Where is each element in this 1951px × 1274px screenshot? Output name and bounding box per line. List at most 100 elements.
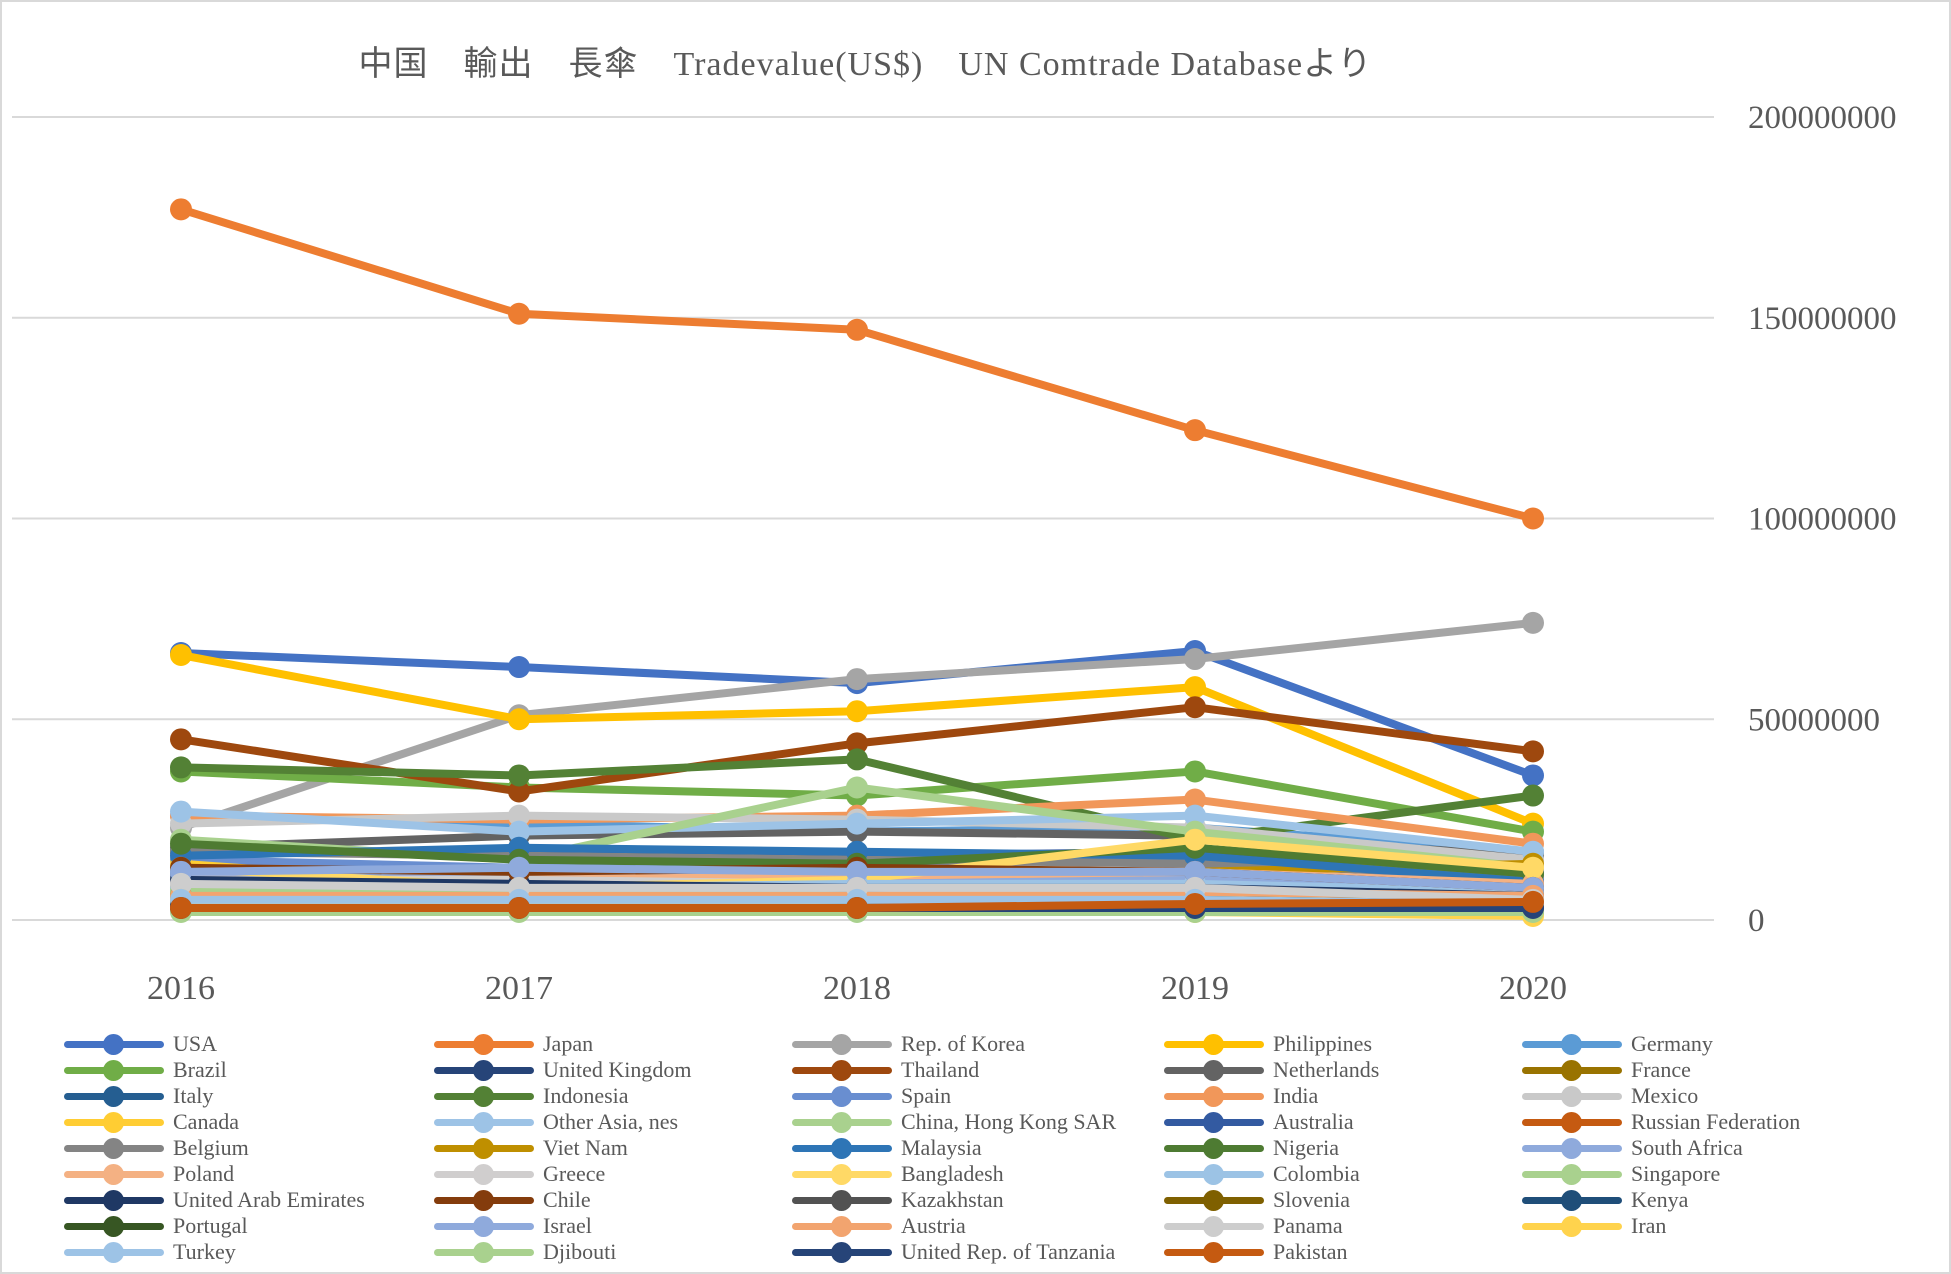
legend-item: Other Asia, nes — [434, 1109, 678, 1135]
legend-marker-icon — [434, 1187, 534, 1213]
legend-label: Chile — [543, 1187, 591, 1212]
legend-dot-icon — [473, 1138, 494, 1159]
legend-dot-icon — [473, 1216, 494, 1237]
legend-dot-icon — [1561, 1034, 1582, 1055]
legend-marker-icon — [434, 1057, 534, 1083]
legend-dot-icon — [103, 1060, 124, 1081]
legend-dot-icon — [1561, 1138, 1582, 1159]
legend-item: Austria — [792, 1213, 966, 1239]
series-point-Pakistan — [508, 896, 530, 919]
legend-item: Portugal — [64, 1213, 248, 1239]
legend-marker-icon — [64, 1083, 164, 1109]
series-point-Thailand — [846, 732, 868, 755]
legend-label: Indonesia — [543, 1083, 629, 1108]
legend-label: Rep. of Korea — [901, 1031, 1026, 1056]
legend-marker-icon — [1164, 1187, 1264, 1213]
legend-marker-icon — [792, 1109, 892, 1135]
legend-dot-icon — [1203, 1138, 1224, 1159]
legend-label: Pakistan — [1273, 1239, 1348, 1264]
series-point-Japan — [1184, 419, 1206, 442]
legend-marker-icon — [1164, 1213, 1264, 1239]
series-point-Mexico — [508, 804, 530, 827]
series-point-Indonesia — [170, 756, 192, 779]
legend-label: USA — [173, 1031, 218, 1056]
legend-label: Portugal — [173, 1213, 248, 1238]
legend-dot-icon — [831, 1034, 852, 1055]
legend-marker-icon — [1522, 1083, 1622, 1109]
legend-label: Colombia — [1273, 1161, 1360, 1186]
legend-dot-icon — [1203, 1164, 1224, 1185]
legend-label: Nigeria — [1273, 1135, 1339, 1160]
legend-marker-icon — [434, 1083, 534, 1109]
legend-marker-icon — [792, 1135, 892, 1161]
line-chart-plot: 200000000 150000000 100000000 50000000 0 2016… — [12, 100, 1897, 1007]
legend-marker-icon — [64, 1031, 164, 1057]
series-point-Japan — [170, 198, 192, 221]
series-point-Pakistan — [1522, 890, 1544, 913]
legend-item: USA — [64, 1031, 217, 1057]
legend-item: Slovenia — [1164, 1187, 1350, 1213]
legend-dot-icon — [473, 1242, 494, 1263]
series-point-USA — [508, 656, 530, 679]
legend-marker-icon — [1522, 1135, 1622, 1161]
series-point-Nigeria — [170, 832, 192, 855]
series-point-Pakistan — [1184, 892, 1206, 915]
legend-marker-icon — [434, 1031, 534, 1057]
series-point-Brazil — [1184, 760, 1206, 783]
legend-item: Djibouti — [434, 1239, 616, 1265]
y-axis-label: 150000000 — [1748, 301, 1897, 337]
legend-dot-icon — [473, 1086, 494, 1107]
legend-dot-icon — [831, 1190, 852, 1211]
legend-item: United Rep. of Tanzania — [792, 1239, 1115, 1265]
legend-label: Mexico — [1631, 1083, 1699, 1108]
series-point-Other Asia, nes — [846, 812, 868, 835]
series-point-Pakistan — [846, 896, 868, 919]
legend-label: France — [1631, 1057, 1691, 1082]
legend-marker-icon — [1522, 1057, 1622, 1083]
legend-marker-icon — [64, 1109, 164, 1135]
legend-dot-icon — [103, 1034, 124, 1055]
legend-dot-icon — [1203, 1112, 1224, 1133]
series-point-Rep. of Korea — [1184, 648, 1206, 671]
series-point-Israel — [508, 856, 530, 879]
legend-dot-icon — [1203, 1086, 1224, 1107]
legend-dot-icon — [103, 1216, 124, 1237]
legend-marker-icon — [1164, 1135, 1264, 1161]
legend-dot-icon — [103, 1112, 124, 1133]
legend-label: Other Asia, nes — [543, 1109, 679, 1134]
legend-label: Austria — [901, 1213, 966, 1238]
legend-item: Australia — [1164, 1109, 1354, 1135]
series-point-Bangladesh — [1184, 828, 1206, 851]
legend-item: Nigeria — [1164, 1135, 1339, 1161]
legend-dot-icon — [1203, 1060, 1224, 1081]
legend-dot-icon — [1203, 1034, 1224, 1055]
legend-label: United Rep. of Tanzania — [901, 1239, 1116, 1264]
legend-label: Iran — [1631, 1213, 1667, 1238]
legend-label: Viet Nam — [543, 1135, 628, 1160]
legend-label: India — [1273, 1083, 1319, 1108]
legend-dot-icon — [1561, 1060, 1582, 1081]
legend-dot-icon — [831, 1242, 852, 1263]
series-point-Japan — [508, 302, 530, 325]
legend-item: Iran — [1522, 1213, 1666, 1239]
legend-label: Poland — [173, 1161, 235, 1186]
series-point-Other Asia, nes — [170, 800, 192, 823]
legend-dot-icon — [1203, 1190, 1224, 1211]
legend-marker-icon — [792, 1083, 892, 1109]
x-axis-label: 2016 — [147, 970, 215, 1007]
legend-item: Israel — [434, 1213, 592, 1239]
series-point-USA — [1522, 764, 1544, 787]
chart-title: 中国 輸出 長傘 Tradevalue(US$) UN Comtrade Dat… — [358, 46, 1373, 83]
series-point-Thailand — [508, 780, 530, 803]
legend-item: Italy — [64, 1083, 213, 1109]
legend-item: Kenya — [1522, 1187, 1688, 1213]
legend-label: Netherlands — [1273, 1057, 1380, 1082]
legend-item: Singapore — [1522, 1161, 1720, 1187]
legend-label: Slovenia — [1273, 1187, 1350, 1212]
legend-dot-icon — [831, 1060, 852, 1081]
series-point-Pakistan — [170, 896, 192, 919]
series-point-Indonesia — [1522, 784, 1544, 807]
legend-marker-icon — [1164, 1239, 1264, 1265]
legend-marker-icon — [792, 1161, 892, 1187]
